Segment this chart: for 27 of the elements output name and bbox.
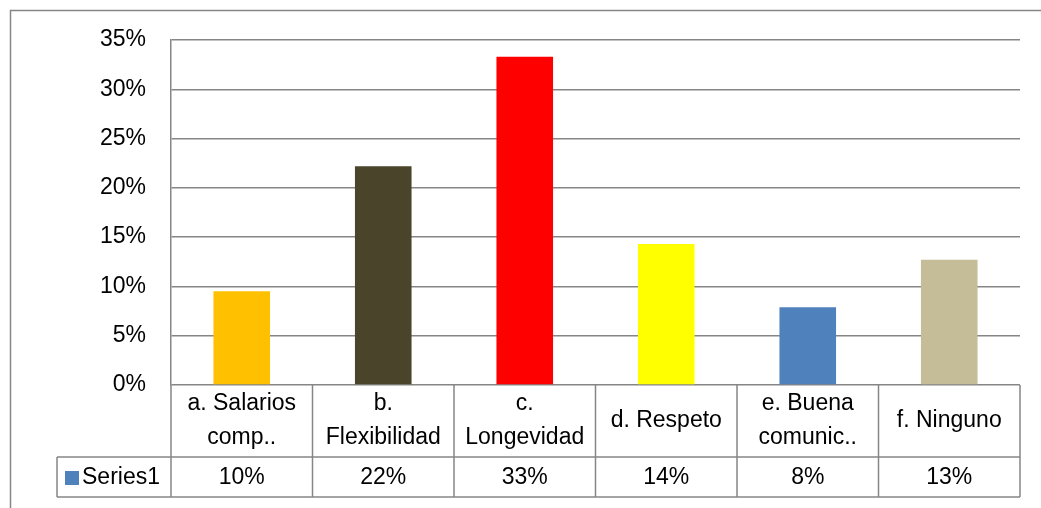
y-tick-label: 25% [99, 123, 146, 150]
x-tick-label: c. Longevidad [465, 389, 585, 450]
data-label: 10% [218, 463, 265, 490]
y-tick-label: 0% [112, 370, 146, 397]
y-tick-label: 30% [99, 74, 146, 101]
y-tick-label: 15% [99, 222, 146, 249]
y-tick-label: 5% [112, 321, 146, 348]
bar [354, 166, 412, 385]
x-tick-label: b. Flexibilidad [325, 389, 441, 450]
x-tick-label: f. Ninguno [896, 406, 1002, 433]
x-tick-label: e. Buena comunic.. [758, 389, 857, 450]
data-label: 8% [791, 463, 825, 490]
y-tick-label: 35% [99, 25, 146, 52]
bar [496, 56, 554, 385]
x-tick-label: a. Salarios comp.. [187, 389, 297, 450]
data-label: 33% [501, 463, 548, 490]
x-tick-label: d. Respeto [610, 406, 722, 433]
data-label: 14% [643, 463, 690, 490]
bar [920, 259, 978, 385]
bar [213, 291, 271, 385]
bar [779, 307, 837, 385]
y-tick-label: 20% [99, 173, 146, 200]
y-tick-label: 10% [99, 271, 146, 298]
bar [637, 244, 695, 385]
data-label: 22% [360, 463, 407, 490]
data-label: 13% [926, 463, 973, 490]
legend-label: Series1 [82, 463, 160, 490]
